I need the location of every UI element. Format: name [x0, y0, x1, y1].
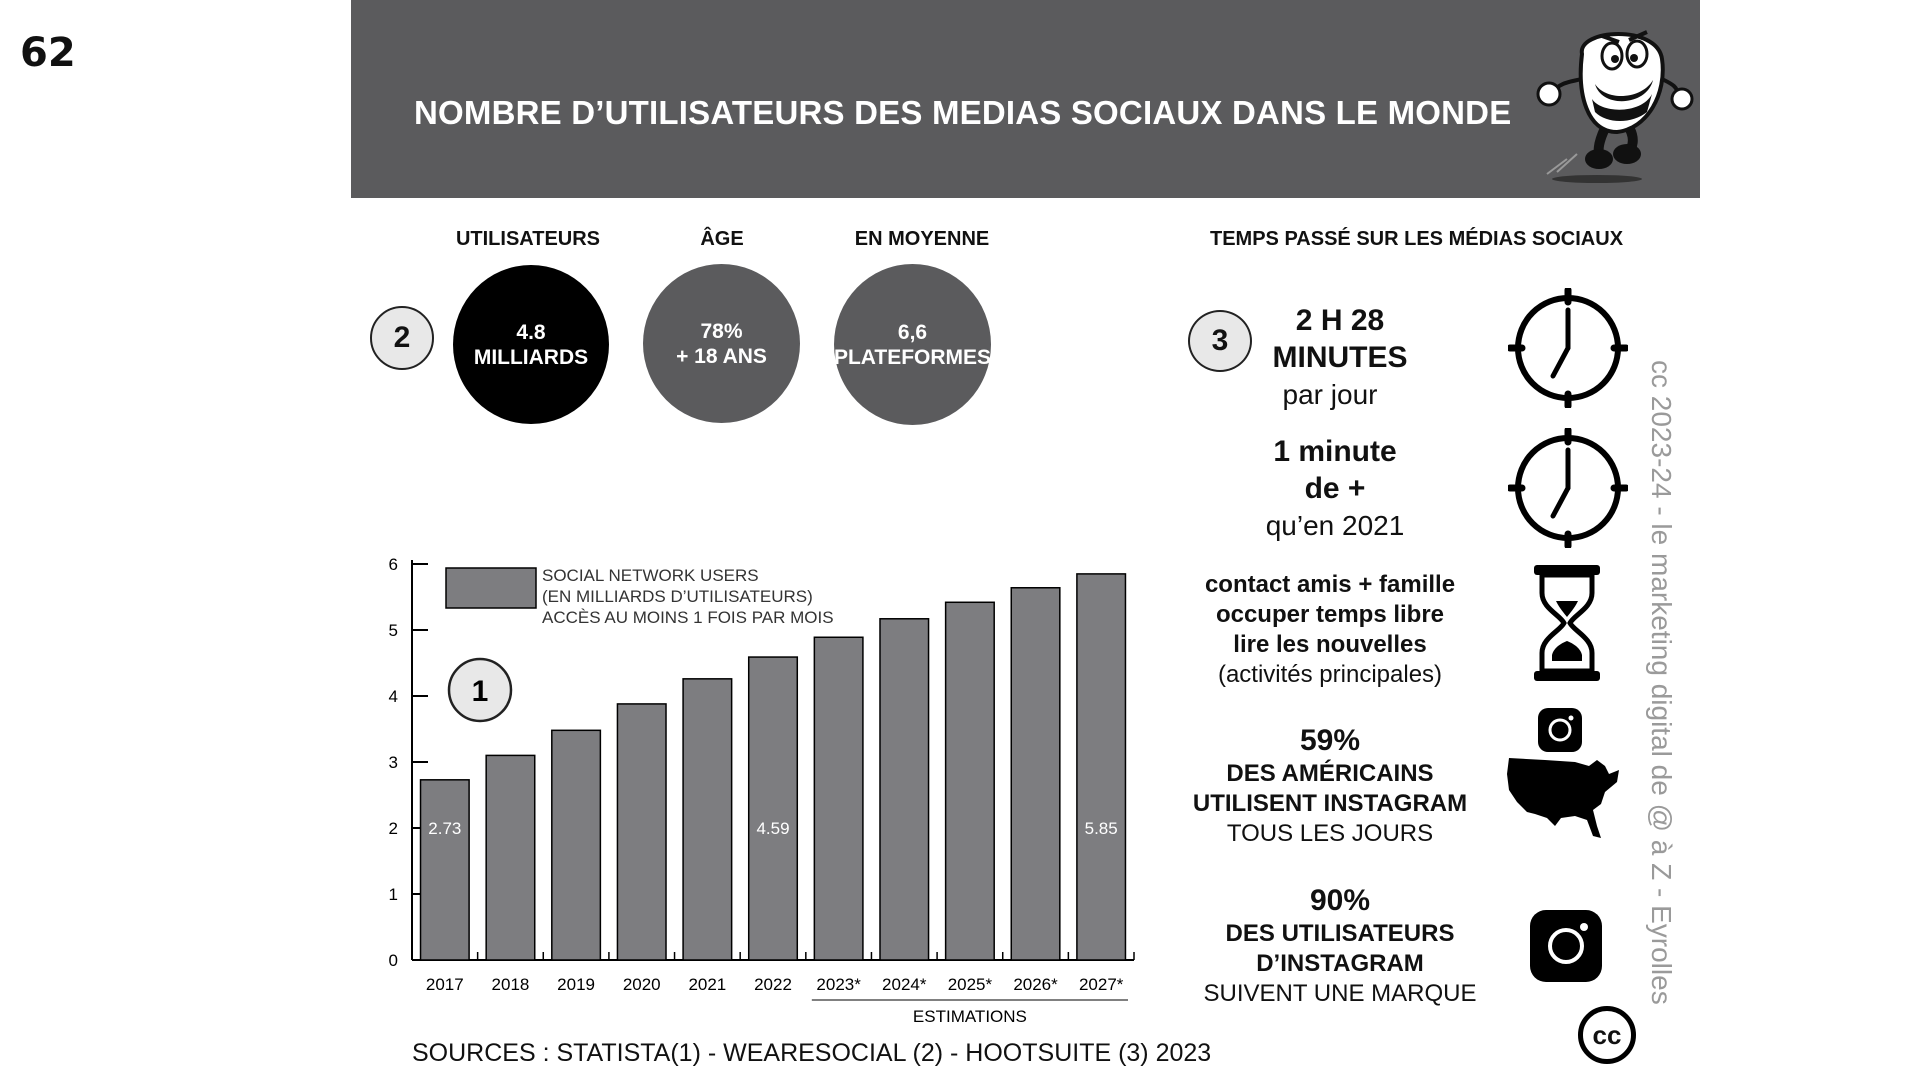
y-tick-label: 6 — [389, 555, 398, 574]
legend-text: SOCIAL NETWORK USERS — [542, 566, 759, 585]
badge-1 — [447, 657, 513, 723]
stat-label-users: UTILISATEURS — [455, 228, 601, 250]
header-banner: NOMBRE D’UTILISATEURS DES MEDIAS SOCIAUX… — [351, 0, 1700, 198]
clock-icon — [1508, 428, 1628, 548]
bar — [879, 618, 930, 961]
bar-chart: 0 1 2 3 4 5 6 2017 2.73 2018 2019 2020 2021 2022 4.59… — [389, 555, 1135, 1026]
y-tick-label: 2 — [389, 819, 398, 838]
data-label: 5.85 — [1085, 819, 1118, 838]
data-label: 2.73 — [428, 819, 461, 838]
time-3-line4: (activités principales) — [1217, 661, 1443, 688]
bar — [813, 636, 864, 961]
time-5-line3: D’INSTAGRAM — [1256, 950, 1424, 977]
x-tick-label: 2027* — [1079, 975, 1124, 994]
x-tick-label: 2022 — [754, 975, 792, 994]
badge-2: 2 — [370, 306, 434, 370]
time-3-line2: occuper temps libre — [1215, 601, 1445, 628]
time-1-line3: par jour — [1282, 379, 1378, 410]
creative-commons-icon: cc — [1578, 1006, 1636, 1064]
time-block-1: 2 H 28 MINUTES par jour — [1220, 302, 1460, 413]
estimations-label: ESTIMATIONS — [913, 1007, 1027, 1026]
bar — [944, 601, 995, 961]
bar — [551, 729, 602, 961]
time-4-line3: UTILISENT INSTAGRAM — [1192, 790, 1468, 817]
x-tick-label: 2026* — [1013, 975, 1058, 994]
y-tick-label: 5 — [389, 621, 398, 640]
time-block-2: 1 minute de + qu’en 2021 — [1215, 433, 1455, 544]
y-tick-label: 1 — [389, 885, 398, 904]
time-3-line1: contact amis + famille — [1204, 571, 1456, 598]
time-block-4: 59% DES AMÉRICAINS UTILISENT INSTAGRAM T… — [1180, 722, 1480, 849]
bar — [682, 678, 733, 961]
time-block-5: 90% DES UTILISATEURS D’INSTAGRAM SUIVENT… — [1190, 882, 1490, 1009]
users-unit: MILLIARDS — [473, 345, 589, 369]
time-4-line2: DES AMÉRICAINS — [1226, 760, 1434, 787]
legend-swatch — [445, 567, 537, 609]
time-1-line1: 2 H 28 — [1295, 304, 1385, 337]
time-block-3: contact amis + famille occuper temps lib… — [1180, 570, 1480, 690]
clock-icon — [1508, 288, 1628, 408]
x-tick-label: 2024* — [882, 975, 927, 994]
time-5-line4: SUIVENT UNE MARQUE — [1203, 980, 1477, 1007]
y-tick-label: 3 — [389, 753, 398, 772]
bar — [616, 703, 667, 961]
bar — [747, 656, 799, 961]
time-2-line3: qu’en 2021 — [1265, 510, 1405, 541]
time-4-line1: 59% — [1299, 724, 1361, 757]
platforms-unit: PLATEFORMES — [833, 345, 992, 369]
age-circle: 78% + 18 ANS — [643, 264, 800, 423]
badge-1-label: 1 — [472, 675, 489, 708]
y-tick-label: 0 — [389, 951, 398, 970]
page-number: 62 — [20, 30, 76, 76]
time-2-line2: de + — [1304, 472, 1366, 505]
bar — [1076, 573, 1127, 961]
bar — [1010, 587, 1061, 961]
time-4-line4: TOUS LES JOURS — [1226, 820, 1434, 847]
x-tick-label: 2018 — [492, 975, 530, 994]
time-1-line2: MINUTES — [1272, 341, 1408, 374]
time-5-line2: DES UTILISATEURS — [1225, 920, 1455, 947]
x-tick-label: 2021 — [688, 975, 726, 994]
users-circle: 4.8 MILLIARDS — [453, 265, 609, 424]
instagram-icon — [1538, 708, 1582, 752]
users-value: 4.8 — [516, 320, 546, 344]
time-3-line3: lire les nouvelles — [1233, 631, 1427, 658]
copyright-watermark: cc 2023-24 - le marketing digital de @ à… — [1646, 360, 1677, 1005]
bar — [485, 754, 536, 961]
time-5-line1: 90% — [1309, 884, 1371, 917]
platforms-value: 6,6 — [897, 320, 928, 344]
x-tick-label: 2020 — [623, 975, 661, 994]
y-tick-label: 4 — [389, 687, 398, 706]
time-title: TEMPS PASSÉ SUR LES MÉDIAS SOCIAUX — [1210, 228, 1624, 250]
sources-line: SOURCES : STATISTA(1) - WEARESOCIAL (2) … — [412, 1039, 1212, 1067]
platforms-circle: 6,6 PLATEFORMES — [834, 264, 991, 425]
age-unit: + 18 ANS — [676, 344, 767, 368]
legend-text: ACCÈS AU MOINS 1 FOIS PAR MOIS — [542, 608, 834, 627]
instagram-icon — [1530, 910, 1602, 982]
data-label: 4.59 — [756, 819, 789, 838]
header-title: NOMBRE D’UTILISATEURS DES MEDIAS SOCIAUX… — [414, 94, 1512, 131]
hourglass-icon — [1534, 565, 1600, 681]
badge-3: 3 — [1188, 310, 1252, 372]
x-tick-label: 2025* — [948, 975, 993, 994]
legend-text: (EN MILLIARDS D’UTILISATEURS) — [542, 587, 813, 606]
bar — [419, 779, 470, 961]
x-tick-label: 2019 — [557, 975, 595, 994]
x-tick-label: 2023* — [816, 975, 861, 994]
mascot-illustration — [1536, 30, 1694, 183]
usa-map-icon — [1507, 758, 1619, 838]
age-value: 78% — [700, 319, 743, 343]
x-tick-label: 2017 — [426, 975, 464, 994]
time-2-line1: 1 minute — [1273, 435, 1397, 468]
stat-label-age: ÂGE — [700, 228, 744, 250]
stat-label-average: EN MOYENNE — [854, 228, 990, 250]
